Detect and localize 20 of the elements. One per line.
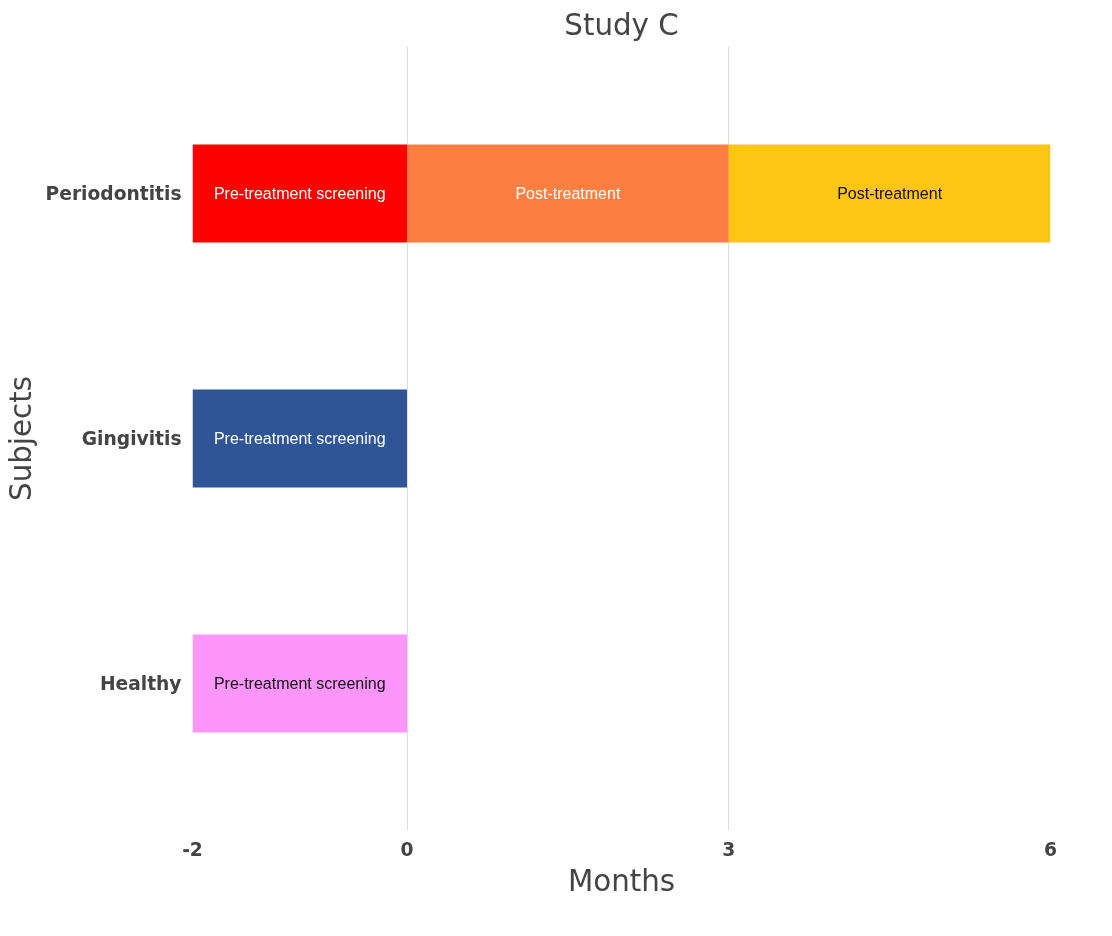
bar — [728, 144, 1051, 243]
bar — [192, 389, 407, 488]
y-tick-label: Healthy — [99, 673, 182, 694]
x-tick-label: 3 — [722, 838, 736, 860]
bar — [407, 144, 729, 243]
text: Pre-treatment screening — [213, 430, 386, 447]
y-axis-title: Subjects — [3, 376, 38, 501]
x-tick-label: -2 — [182, 838, 203, 860]
y-tick-label: Periodontitis — [45, 183, 182, 204]
y-tick-label: Gingivitis — [81, 428, 182, 449]
bar — [192, 144, 407, 243]
text: Pre-treatment screening — [213, 675, 386, 692]
bar — [192, 634, 407, 733]
x-tick-label: 6 — [1044, 838, 1057, 860]
series-label: Pre-treatment screening — [213, 185, 386, 202]
series-label: Post-treatment — [515, 185, 621, 202]
series-label: Post-treatment — [837, 185, 943, 202]
x-axis-title: Months — [567, 863, 676, 898]
chart-title: Study C — [564, 7, 679, 42]
x-tick-label: 0 — [400, 838, 414, 860]
